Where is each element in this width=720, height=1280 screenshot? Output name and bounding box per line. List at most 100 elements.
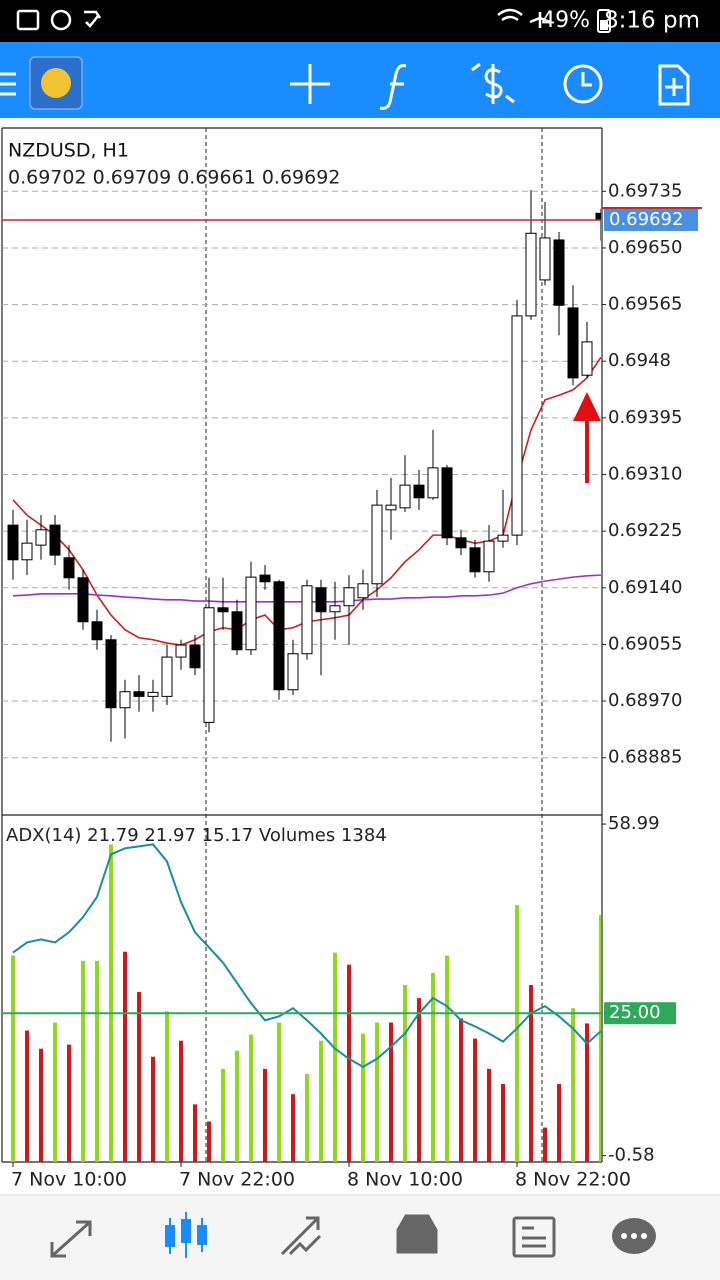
news-tab[interactable]	[512, 1216, 556, 1258]
x-tick-label: 8 Nov 22:00	[515, 1169, 631, 1191]
volume-bar	[81, 960, 85, 1162]
x-tick-label: 8 Nov 10:00	[347, 1169, 463, 1191]
level-label: 25.00	[609, 1002, 661, 1023]
volume-bar	[291, 1094, 295, 1162]
chat-tab[interactable]	[612, 1218, 656, 1254]
bid-label: 0.69692	[609, 209, 683, 230]
bottom-nav	[0, 1195, 720, 1280]
symbol-title: NZDUSD, H1	[8, 140, 129, 162]
chart-tab[interactable]	[165, 1212, 207, 1258]
y-tick-label: 0.69735	[608, 180, 682, 201]
candle-body	[189, 644, 201, 669]
candle-body	[49, 524, 61, 556]
volume-bar	[221, 1068, 225, 1162]
y-tick-label: 0.68885	[608, 747, 682, 768]
candle-body	[301, 585, 313, 655]
trade-tab[interactable]	[280, 1216, 322, 1256]
volume-bar	[361, 1033, 365, 1162]
volume-bar	[417, 998, 421, 1162]
volume-bar	[137, 992, 141, 1162]
candle-body	[175, 644, 187, 658]
menu-button[interactable]	[0, 72, 16, 96]
annotation-arrow-head	[573, 392, 601, 421]
candle-body	[539, 237, 551, 281]
y-tick-label: 0.6948	[608, 350, 671, 371]
status-icons	[16, 8, 551, 31]
candle-body	[119, 691, 131, 709]
volume-bar	[557, 1084, 561, 1162]
volume-bar	[599, 915, 601, 1162]
candle-body	[231, 611, 243, 651]
candle-body	[7, 524, 19, 561]
candle-body	[385, 504, 397, 511]
y-tick-label: 0.69310	[608, 463, 682, 484]
trade-button[interactable]	[471, 62, 515, 104]
volume-bar	[487, 1068, 491, 1162]
candle-body	[329, 605, 341, 613]
candle-body	[245, 576, 257, 651]
candle-body	[525, 232, 537, 317]
volume-bar	[515, 905, 519, 1162]
candle-body	[105, 639, 117, 709]
battery-level	[600, 20, 608, 30]
volume-bar	[389, 1022, 393, 1162]
volume-bar	[529, 985, 533, 1162]
ohlc-header: 0.69702 0.69709 0.69661 0.69692	[8, 167, 340, 189]
candle-body	[161, 656, 173, 697]
crosshair-button[interactable]	[290, 64, 330, 104]
y-tick-label: 0.69650	[608, 237, 682, 258]
level-label-box	[604, 1002, 676, 1025]
volume-bar	[11, 955, 15, 1162]
day-separators	[205, 128, 543, 1162]
candle-body	[133, 691, 145, 697]
candle-body	[63, 557, 75, 579]
candle-body	[35, 529, 47, 546]
candle-body	[483, 540, 495, 573]
volume-bar	[39, 1048, 43, 1162]
volume-bar	[25, 1030, 29, 1162]
y-tick-label: 0.69140	[608, 577, 682, 598]
y-tick-label: 0.69565	[608, 294, 682, 315]
x-tick-label: 7 Nov 22:00	[179, 1169, 295, 1191]
candle-body	[91, 621, 103, 641]
y-tick-label: 0.68970	[608, 690, 682, 711]
quotes-tab[interactable]	[50, 1220, 92, 1258]
history-tab[interactable]	[396, 1214, 438, 1254]
candle-body	[357, 583, 369, 599]
candle-body	[511, 315, 523, 536]
volume-bar	[403, 985, 407, 1162]
candle-body	[77, 577, 89, 623]
candle-body	[371, 504, 383, 585]
volume-bar	[305, 1074, 309, 1162]
y-tick-label: 0.69055	[608, 633, 682, 654]
battery-icon	[597, 9, 611, 33]
volume-bar	[543, 1127, 547, 1162]
volume-bar	[207, 1121, 211, 1162]
candle-body	[287, 653, 299, 691]
volume-bar	[249, 1034, 253, 1162]
new-chart-button[interactable]	[658, 64, 690, 106]
candle-body	[567, 307, 579, 379]
candle-body	[203, 607, 215, 723]
volume-bar	[263, 1068, 267, 1162]
volume-bar	[53, 1022, 57, 1162]
y-tick-label: 0.69225	[608, 520, 682, 541]
candle-body	[399, 484, 411, 509]
app-icon-globe	[41, 68, 71, 98]
candle-body	[427, 467, 439, 499]
candle-body	[581, 341, 593, 376]
volume-bar	[375, 1022, 379, 1162]
volume-bar	[347, 964, 351, 1162]
candle-body	[217, 607, 229, 613]
history-button[interactable]	[563, 64, 603, 104]
candle-body	[315, 587, 327, 613]
indicators-button[interactable]	[379, 64, 407, 110]
y-tick-label: 58.99	[608, 813, 660, 834]
volume-bar	[193, 1104, 197, 1162]
candle-body	[497, 534, 509, 542]
candle-body	[343, 587, 355, 607]
volume-bar	[123, 951, 127, 1162]
chart-frame	[1, 127, 603, 1163]
